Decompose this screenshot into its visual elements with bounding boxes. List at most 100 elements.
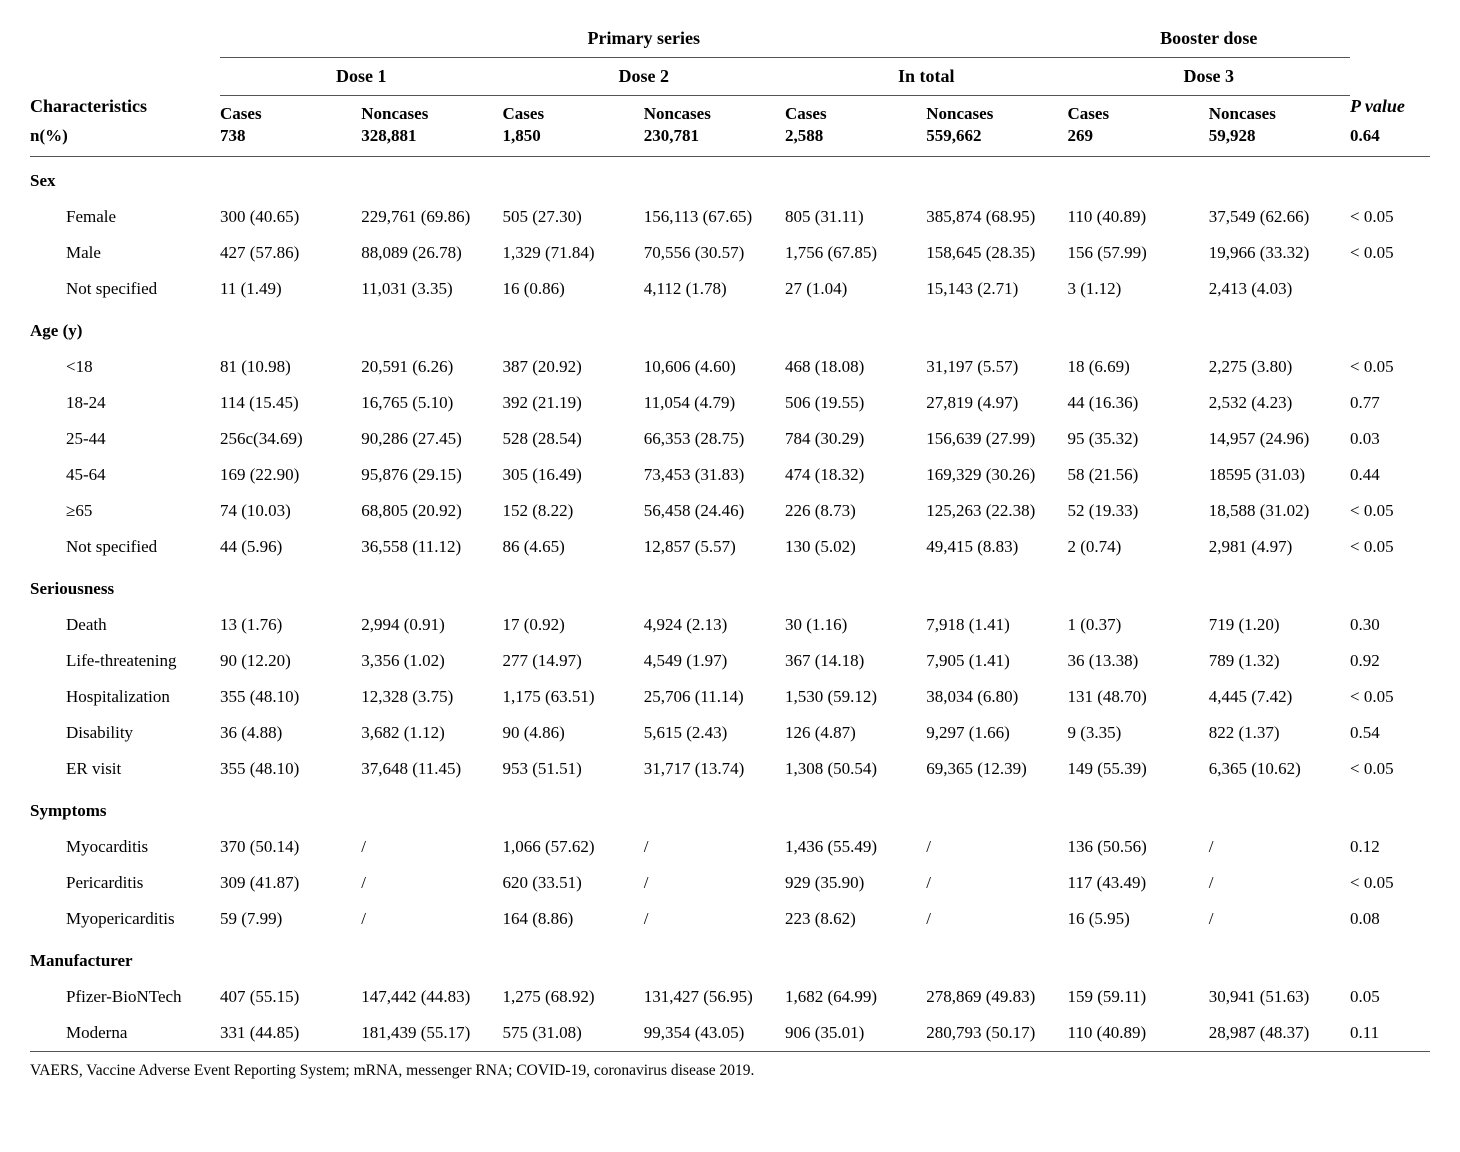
- cell-p: 0.77: [1350, 385, 1430, 421]
- cell-label: ≥65: [30, 493, 220, 529]
- table-row: Myopericarditis59 (7.99)/164 (8.86)/223 …: [30, 901, 1430, 937]
- cell-label: Male: [30, 235, 220, 271]
- col-t-cases: Cases: [785, 96, 926, 126]
- cell-d1c: 355 (48.10): [220, 679, 361, 715]
- cell-d1n: 88,089 (26.78): [361, 235, 502, 271]
- cell-tn: 15,143 (2.71): [926, 271, 1067, 307]
- cell-d3n: 719 (1.20): [1209, 607, 1350, 643]
- cell-tc: 784 (30.29): [785, 421, 926, 457]
- cell-d3c: 159 (59.11): [1068, 979, 1209, 1015]
- cell-d2c: 16 (0.86): [503, 271, 644, 307]
- cell-tn: 31,197 (5.57): [926, 349, 1067, 385]
- cell-label: Moderna: [30, 1015, 220, 1052]
- characteristics-table: Characteristics Primary series Booster d…: [30, 26, 1430, 1080]
- cell-d2c: 277 (14.97): [503, 643, 644, 679]
- cell-p: 0.30: [1350, 607, 1430, 643]
- cell-p: 0.92: [1350, 643, 1430, 679]
- cell-d1c: 355 (48.10): [220, 751, 361, 787]
- cell-label: Myopericarditis: [30, 901, 220, 937]
- table-row: Life-threatening90 (12.20)3,356 (1.02)27…: [30, 643, 1430, 679]
- cell-d3n: 2,532 (4.23): [1209, 385, 1350, 421]
- cell-tc: 468 (18.08): [785, 349, 926, 385]
- cell-d1n: 95,876 (29.15): [361, 457, 502, 493]
- cell-p: 0.12: [1350, 829, 1430, 865]
- cell-tc: 1,436 (55.49): [785, 829, 926, 865]
- table-row: Myocarditis370 (50.14)/1,066 (57.62)/1,4…: [30, 829, 1430, 865]
- section-title: Sex: [30, 157, 1430, 200]
- cell-d1n: /: [361, 865, 502, 901]
- cell-d2n: 4,924 (2.13): [644, 607, 785, 643]
- cell-d1c: 11 (1.49): [220, 271, 361, 307]
- cell-d1c: 114 (15.45): [220, 385, 361, 421]
- cell-tn: /: [926, 901, 1067, 937]
- cell-d2c: 1,175 (63.51): [503, 679, 644, 715]
- cell-tc: 906 (35.01): [785, 1015, 926, 1052]
- cell-p: < 0.05: [1350, 679, 1430, 715]
- table-row: Hospitalization355 (48.10)12,328 (3.75)1…: [30, 679, 1430, 715]
- cell-d2n: 4,549 (1.97): [644, 643, 785, 679]
- cell-d2c: 392 (21.19): [503, 385, 644, 421]
- table-row: <1881 (10.98)20,591 (6.26)387 (20.92)10,…: [30, 349, 1430, 385]
- cell-d2c: 387 (20.92): [503, 349, 644, 385]
- cell-d2n: /: [644, 829, 785, 865]
- cell-d1n: 147,442 (44.83): [361, 979, 502, 1015]
- cell-label: 18-24: [30, 385, 220, 421]
- table-header: Characteristics Primary series Booster d…: [30, 26, 1430, 157]
- col-dose-3: Dose 3: [1068, 58, 1351, 96]
- cell-d3c: 18 (6.69): [1068, 349, 1209, 385]
- cell-d3n: /: [1209, 901, 1350, 937]
- cell-label: Female: [30, 199, 220, 235]
- cell-p: 0.08: [1350, 901, 1430, 937]
- cell-d1n: 20,591 (6.26): [361, 349, 502, 385]
- cell-tn: 385,874 (68.95): [926, 199, 1067, 235]
- cell-tc: 223 (8.62): [785, 901, 926, 937]
- n-d2c: 1,850: [503, 125, 644, 157]
- cell-d3n: 19,966 (33.32): [1209, 235, 1350, 271]
- cell-label: Pfizer-BioNTech: [30, 979, 220, 1015]
- cell-p: < 0.05: [1350, 199, 1430, 235]
- cell-d1c: 74 (10.03): [220, 493, 361, 529]
- cell-tc: 1,756 (67.85): [785, 235, 926, 271]
- n-d2n: 230,781: [644, 125, 785, 157]
- cell-d1n: 90,286 (27.45): [361, 421, 502, 457]
- cell-tn: 169,329 (30.26): [926, 457, 1067, 493]
- cell-d3n: 30,941 (51.63): [1209, 979, 1350, 1015]
- cell-d3c: 3 (1.12): [1068, 271, 1209, 307]
- cell-d2n: 66,353 (28.75): [644, 421, 785, 457]
- cell-d3n: 789 (1.32): [1209, 643, 1350, 679]
- cell-d2c: 305 (16.49): [503, 457, 644, 493]
- cell-label: 25-44: [30, 421, 220, 457]
- cell-tc: 226 (8.73): [785, 493, 926, 529]
- cell-d1c: 427 (57.86): [220, 235, 361, 271]
- cell-tc: 1,682 (64.99): [785, 979, 926, 1015]
- cell-d1c: 300 (40.65): [220, 199, 361, 235]
- cell-tn: 280,793 (50.17): [926, 1015, 1067, 1052]
- cell-d3c: 131 (48.70): [1068, 679, 1209, 715]
- cell-d3n: 822 (1.37): [1209, 715, 1350, 751]
- cell-d3c: 117 (43.49): [1068, 865, 1209, 901]
- cell-d3n: 2,413 (4.03): [1209, 271, 1350, 307]
- cell-d3n: 2,981 (4.97): [1209, 529, 1350, 565]
- cell-d2n: 56,458 (24.46): [644, 493, 785, 529]
- col-d1-cases: Cases: [220, 96, 361, 126]
- col-booster-dose: Booster dose: [1068, 26, 1351, 58]
- cell-tn: 158,645 (28.35): [926, 235, 1067, 271]
- cell-label: Pericarditis: [30, 865, 220, 901]
- cell-p: < 0.05: [1350, 865, 1430, 901]
- cell-d1n: 68,805 (20.92): [361, 493, 502, 529]
- cell-label: ER visit: [30, 751, 220, 787]
- cell-label: Disability: [30, 715, 220, 751]
- table-row: Pfizer-BioNTech407 (55.15)147,442 (44.83…: [30, 979, 1430, 1015]
- section-title: Symptoms: [30, 787, 1430, 829]
- cell-tn: 69,365 (12.39): [926, 751, 1067, 787]
- cell-d2n: /: [644, 901, 785, 937]
- col-dose-2: Dose 2: [503, 58, 786, 96]
- section-title: Manufacturer: [30, 937, 1430, 979]
- cell-tn: 49,415 (8.83): [926, 529, 1067, 565]
- col-primary-series: Primary series: [220, 26, 1068, 58]
- cell-tn: 156,639 (27.99): [926, 421, 1067, 457]
- cell-d3c: 156 (57.99): [1068, 235, 1209, 271]
- cell-d1c: 169 (22.90): [220, 457, 361, 493]
- col-in-total: In total: [785, 58, 1068, 96]
- cell-d2c: 90 (4.86): [503, 715, 644, 751]
